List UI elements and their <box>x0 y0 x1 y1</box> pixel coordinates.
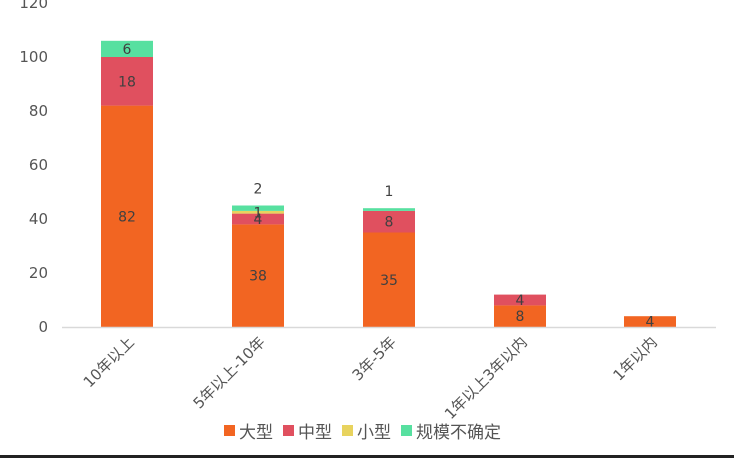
bottom-border <box>0 455 734 458</box>
bar-segment <box>494 294 546 306</box>
data-label: 1 <box>254 205 263 221</box>
bar-segment <box>232 213 284 225</box>
x-category-label: 3年-5年 <box>349 333 400 384</box>
data-label: 82 <box>118 209 136 225</box>
x-axis: 10年以上 5年以上-10年 3年-5年 1年以上3年以内 1年以内 <box>80 333 661 423</box>
y-tick-label: 60 <box>29 156 48 174</box>
legend-item: 规模不确定 <box>401 418 501 443</box>
x-category-label: 5年以上-10年 <box>190 333 269 412</box>
data-label: 2 <box>254 182 263 198</box>
y-tick-label: 100 <box>19 48 48 66</box>
legend-label: 中型 <box>298 422 332 443</box>
legend-label: 小型 <box>357 422 391 443</box>
bar-segment <box>101 57 153 106</box>
bars <box>101 40 676 327</box>
bar-segment <box>363 232 415 327</box>
legend-label: 大型 <box>239 422 273 443</box>
legend-swatch <box>224 424 235 436</box>
data-label: 38 <box>249 269 267 285</box>
x-category-label: 1年以上3年以内 <box>441 333 531 423</box>
legend-item: 中型 <box>283 418 332 443</box>
bar-segment <box>101 40 153 57</box>
data-label: 18 <box>118 74 136 90</box>
legend-swatch <box>283 424 294 436</box>
y-tick-label: 120 <box>19 0 48 12</box>
data-label: 8 <box>516 309 525 325</box>
y-axis: 0 20 40 60 80 100 120 <box>19 0 48 336</box>
y-tick-label: 20 <box>29 264 48 282</box>
legend-swatch <box>401 424 412 436</box>
legend: 大型 中型 小型 规模不确定 <box>224 418 501 443</box>
data-label: 6 <box>123 42 132 58</box>
bar-segment <box>624 316 676 327</box>
y-tick-label: 0 <box>38 318 48 336</box>
bar-segment <box>232 224 284 327</box>
data-label: 4 <box>516 293 525 309</box>
data-label: 1 <box>385 184 394 200</box>
bar-segment <box>363 208 415 211</box>
x-category-label: 10年以上 <box>80 333 138 391</box>
bar-segment <box>101 105 153 327</box>
data-label: 4 <box>646 315 655 331</box>
legend-item: 大型 <box>224 418 273 443</box>
y-tick-label: 80 <box>29 102 48 120</box>
legend-label: 规模不确定 <box>416 422 501 443</box>
bar-segment <box>232 210 284 214</box>
y-tick-label: 40 <box>29 210 48 228</box>
bar-segment <box>363 210 415 233</box>
bar-segment <box>232 205 284 211</box>
x-category-label: 1年以内 <box>610 333 661 384</box>
legend-swatch <box>342 424 353 436</box>
data-label: 8 <box>385 215 394 231</box>
legend-item: 小型 <box>342 418 391 443</box>
data-label: 4 <box>254 212 263 228</box>
data-label: 35 <box>380 273 398 289</box>
bar-segment <box>494 305 546 327</box>
